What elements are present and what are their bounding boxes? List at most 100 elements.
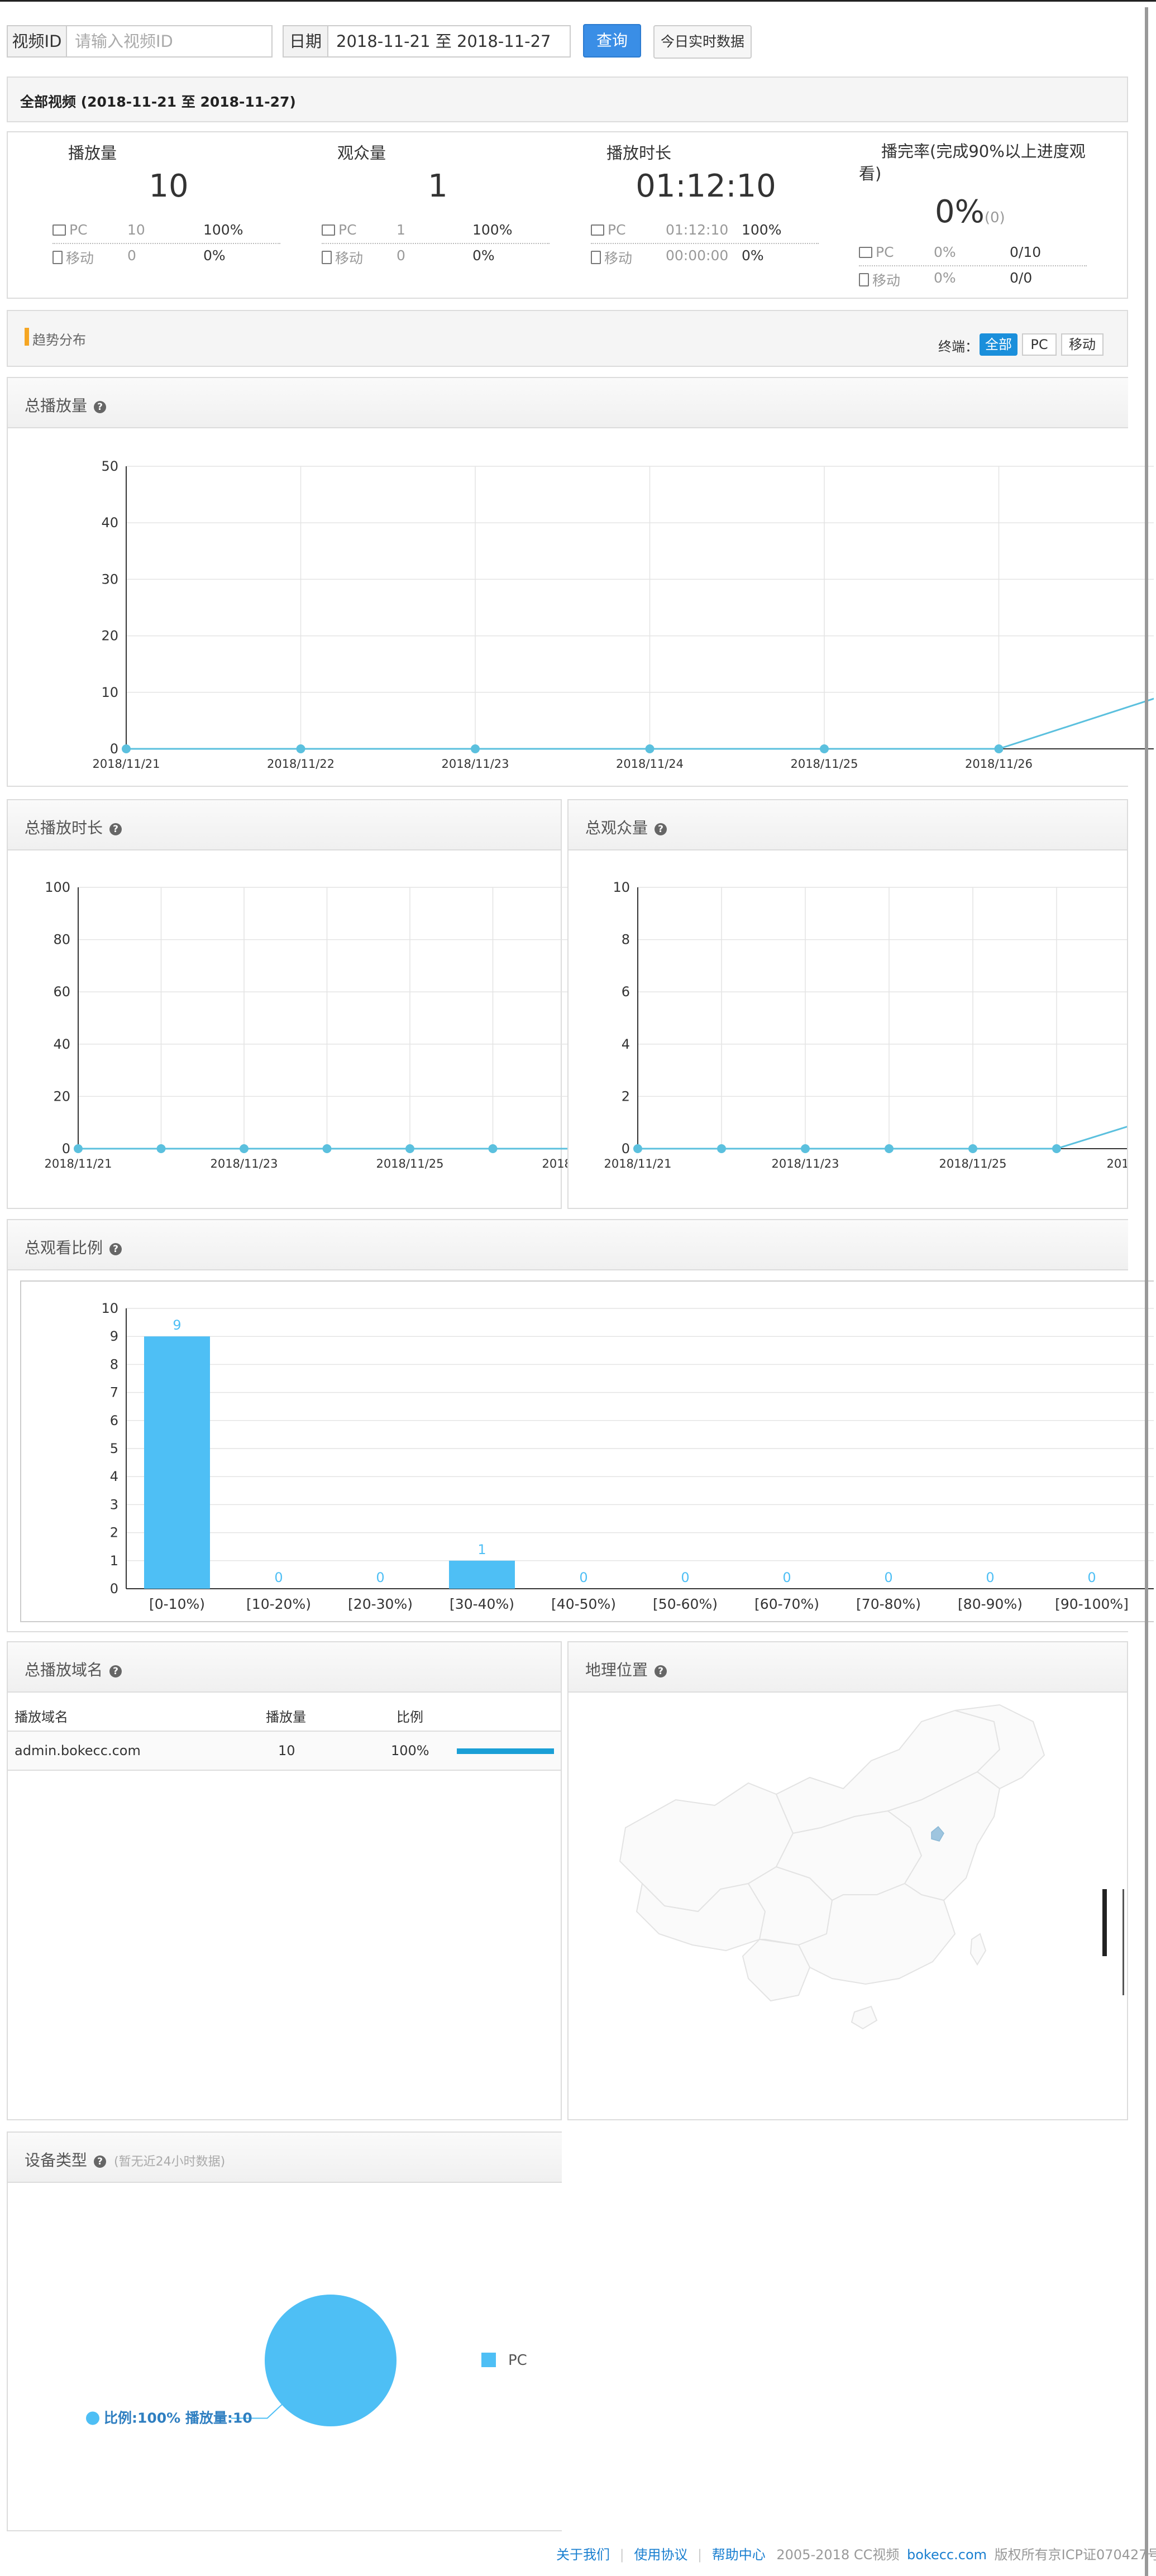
y-tick-label: 4 [110,1469,118,1484]
pie-data-label: 比例:100% 播放量:10 [104,2410,252,2426]
help-icon[interactable]: ? [109,1243,122,1255]
pc-icon [591,224,604,236]
panel-title: 总播放量? [25,394,107,416]
terminal-pc-button[interactable]: PC [1022,333,1057,356]
trend-accent [25,328,29,346]
terminal-all-button[interactable]: 全部 [980,333,1018,356]
y-tick-label: 10 [613,880,630,895]
data-point [74,1144,83,1153]
bar-data-label: 0 [782,1570,791,1585]
help-icon[interactable]: ? [655,1665,667,1677]
china-map[interactable] [609,1699,1067,2068]
y-tick-label: 0 [110,1581,118,1597]
map-edge-mark [1122,1889,1128,1995]
footer-copyright: 2005-2018 CC视频 [776,2547,900,2563]
footer-link-help[interactable]: 帮助中心 [711,2547,766,2563]
query-button[interactable]: 查询 [583,24,641,58]
y-tick-label: 20 [101,628,118,644]
data-point [471,744,480,753]
series-line [126,697,1154,750]
y-tick-label: 5 [110,1441,118,1456]
panel-title: 地理位置? [585,1658,667,1680]
chart-total-duration: 0 20 40 60 80 100 2018/11/21 2018/11/23 2018/11/… [44,880,583,1170]
map-edge-text [1102,1889,1107,1956]
mobile-icon [859,273,869,286]
bar-chart-frame [20,1280,1154,1622]
y-tick-label: 7 [110,1385,118,1401]
x-tick-label: [10-20%) [246,1596,311,1612]
date-range-input[interactable]: 2018-11-21 至 2018-11-27 [327,25,571,58]
stat-duration-pc-value: 01:12:10 [666,222,729,238]
x-tick-label: 2018/11/21 [604,1157,671,1170]
footer-link-terms[interactable]: 使用协议 [634,2547,688,2563]
help-icon[interactable]: ? [94,2156,107,2168]
data-point [322,1144,332,1153]
bar-data-label: 0 [376,1570,384,1585]
help-icon[interactable]: ? [109,1665,122,1677]
footer-link-about[interactable]: 关于我们 [556,2547,610,2563]
stat-plays-mobile-value: 0 [127,247,136,264]
legend-label: PC [508,2352,527,2369]
stat-plays-value: 10 [149,168,189,204]
video-id-input[interactable] [66,25,273,58]
help-icon[interactable]: ? [655,823,667,835]
stat-completion-mobile-value: 0% [934,270,956,286]
map-region-taiwan [969,1933,987,1966]
y-tick-label: 1 [110,1553,118,1569]
panel-title: 总观看比例? [25,1236,122,1258]
row-ratio-bar-track [457,1748,554,1754]
stat-duration-mobile-value: 00:00:00 [666,247,729,264]
y-tick-label: 3 [110,1497,118,1512]
panel-title: 总播放时长? [25,816,122,838]
x-tick-label: 2018/11/24 [616,757,684,771]
panel-domains: 总播放域名? 播放域名 播放量 比例 admin.bokecc.com 10 1… [7,1641,562,2120]
stats-panel: 播放量 10 PC 10 100% 移动 0 0% 观众量 1 PC 1 100… [7,131,1128,299]
map-region-south [797,1882,956,1985]
divider [52,243,280,244]
scrollbar[interactable] [1145,7,1148,2576]
summary-title: 全部视频 (2018-11-21 至 2018-11-27) [20,94,296,110]
terminal-mobile-button[interactable]: 移动 [1061,333,1104,356]
date-label: 日期 [283,25,328,58]
help-icon[interactable]: ? [94,401,107,413]
bar-data-label: 0 [884,1570,892,1585]
stat-plays-mobile: 移动 [52,247,94,267]
y-tick-label: 6 [622,984,630,1000]
y-tick-label: 8 [110,1356,118,1372]
stat-plays-mobile-pct: 0% [203,247,226,264]
footer: 关于我们 | 使用协议 | 帮助中心 2005-2018 CC视频 bokecc… [556,2544,1156,2563]
x-tick-label: 2018/11/21 [44,1157,112,1170]
stat-completion-mobile: 移动 [859,270,900,290]
x-tick-label: 2018/11/21 [92,757,160,771]
divider [859,265,1087,266]
y-tick-label: 100 [45,880,70,895]
bar-data-label: 0 [579,1570,587,1585]
panel-title: 设备类型? (暂无近24小时数据) [25,2151,226,2169]
stat-plays-pc: PC [52,222,88,238]
device-note: (暂无近24小时数据) [114,2155,226,2169]
x-tick-label: 2018/11/25 [376,1157,443,1170]
x-tick-label: [30-40%) [450,1596,514,1612]
stat-viewers-mobile-value: 0 [397,247,405,264]
data-point [885,1144,894,1153]
series-line [638,1126,1127,1150]
divider [322,243,550,244]
legend-swatch [481,2353,496,2367]
y-tick-label: 2 [110,1525,118,1541]
map-region-yunnan [742,1938,811,2002]
stat-plays-pc-value: 10 [127,222,145,238]
stat-viewers-pc: PC [322,222,357,238]
stat-duration-pc-pct: 100% [742,222,782,238]
domains-table-header: 播放域名 播放量 比例 [8,1698,561,1732]
y-tick-label: 50 [101,458,118,474]
panel-title: 总播放域名? [25,1658,122,1680]
help-icon[interactable]: ? [109,823,122,835]
footer-brand-link[interactable]: bokecc.com [907,2547,987,2563]
data-point [968,1144,977,1153]
map-region-east [886,1771,1001,1901]
x-tick-label: 2018/11/23 [771,1157,839,1170]
stat-viewers-mobile-pct: 0% [472,247,495,264]
stat-viewers-label: 观众量 [337,144,386,163]
realtime-data-button[interactable]: 今日实时数据 [653,25,752,59]
data-point [122,744,131,753]
